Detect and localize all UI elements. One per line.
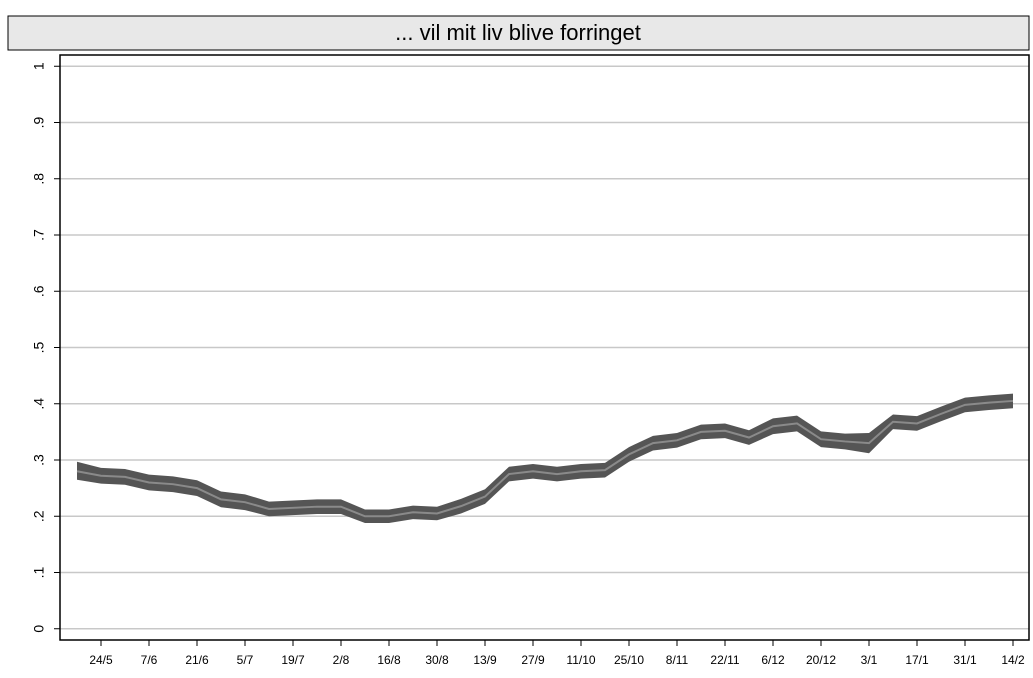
y-tick-label: .6 (31, 285, 47, 297)
x-tick-label: 16/8 (377, 653, 401, 667)
x-tick-label: 22/11 (710, 653, 739, 667)
y-tick-label: 0 (31, 625, 47, 633)
x-tick-label: 21/6 (185, 653, 209, 667)
x-tick-label: 24/5 (89, 653, 113, 667)
x-tick-label: 20/12 (806, 653, 836, 667)
x-tick-label: 3/1 (861, 653, 878, 667)
y-tick-label: .2 (31, 510, 47, 522)
line (76, 399, 1014, 518)
x-tick-label: 17/1 (905, 653, 929, 667)
x-tick-label: 25/10 (614, 653, 644, 667)
x-tick-label: 2/8 (333, 653, 350, 667)
x-tick-label: 30/8 (425, 653, 449, 667)
chart-title: ... vil mit liv blive forringet (395, 20, 641, 45)
plot-frame (59, 54, 1030, 641)
x-tick-label: 14/2 (1001, 653, 1025, 667)
x-tick-label: 31/1 (953, 653, 977, 667)
plot-area: 0 .1 .2 .3 .4 .5 .6 .7 .8 .9 1 24/5 7/6 21/6 5/7 19/7 2/… (31, 62, 1029, 667)
x-tick-label: 11/10 (566, 653, 595, 667)
x-tick-label: 6/12 (761, 653, 785, 667)
y-tick-label: .1 (31, 566, 47, 578)
title-bar (7, 15, 1030, 51)
y-tick-label: .4 (31, 398, 47, 410)
y-tick-label: .9 (31, 116, 47, 128)
x-tick-label: 5/7 (237, 653, 254, 667)
x-tick-label: 7/6 (141, 653, 158, 667)
y-tick-label: .3 (31, 454, 47, 466)
confidence-band (77, 393, 1013, 523)
y-tick-label: .5 (31, 341, 47, 353)
x-tick-label: 19/7 (281, 653, 305, 667)
x-tick-label: 13/9 (473, 653, 497, 667)
x-tick-label: 8/11 (666, 653, 689, 667)
y-tick-label: .8 (31, 173, 47, 185)
y-tick-label: .7 (31, 229, 47, 241)
y-tick-label: 1 (31, 62, 47, 70)
x-tick-label: 27/9 (521, 653, 545, 667)
